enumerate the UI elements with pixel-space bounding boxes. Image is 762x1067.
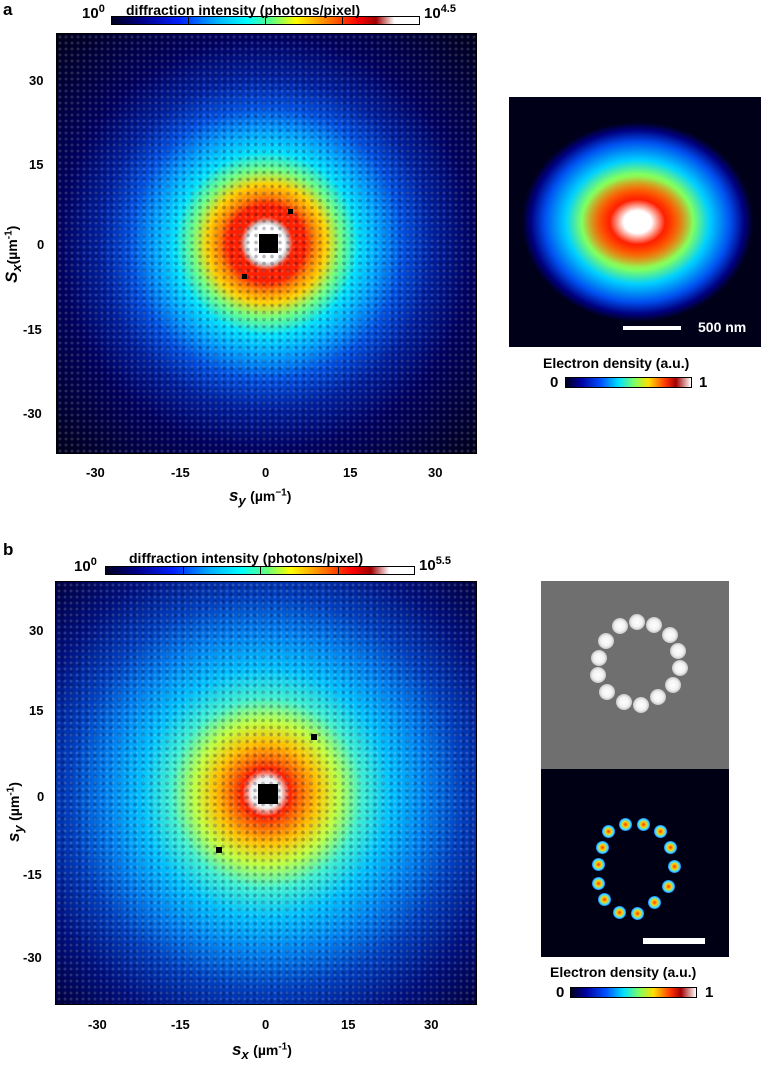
panel-a-y-tick: 0: [37, 237, 45, 252]
panel-a-diffraction-pattern: [56, 33, 477, 454]
panel-b-density-colorbar-max: 1: [705, 984, 714, 1001]
panel-b-reconstruction-image: [541, 769, 729, 957]
panel-b-y-tick: 15: [29, 703, 44, 718]
panel-a-density-colorbar-max: 1: [699, 374, 708, 391]
panel-b-beamstop: [258, 784, 278, 804]
panel-b-y-tick: -30: [23, 950, 42, 965]
panel-a-y-tick: -15: [23, 322, 42, 337]
panel-a-reconstruction-image: 500 nm: [509, 97, 761, 347]
panel-a-x-tick: -15: [171, 465, 190, 480]
panel-b-colorbar-min: 100: [74, 556, 97, 575]
panel-b-colorbar-label: diffraction intensity (photons/pixel): [129, 550, 364, 566]
panel-a-density-colorbar: [565, 377, 692, 388]
panel-b-density-colorbar-min: 0: [556, 984, 565, 1001]
panel-a-y-tick: -30: [23, 406, 42, 421]
panel-b-colorbar-max: 105.5: [419, 555, 451, 574]
panel-a-x-tick: -30: [86, 465, 105, 480]
panel-b-density-colorbar: [570, 987, 697, 998]
panel-b-x-tick: 15: [341, 1017, 356, 1032]
panel-a-colorbar-min: 100: [82, 3, 105, 22]
panel-a-x-axis-title: sy (µm−1): [229, 486, 292, 508]
panel-a-scale-bar-label: 500 nm: [698, 319, 747, 335]
panel-a-x-tick: 30: [428, 465, 443, 480]
panel-b-x-tick: 0: [262, 1017, 270, 1032]
panel-b-x-tick: -15: [171, 1017, 190, 1032]
panel-b-model-image: [541, 581, 729, 769]
panel-a-colorbar-label: diffraction intensity (photons/pixel): [126, 2, 361, 18]
panel-b-label: b: [3, 540, 14, 559]
panel-a-x-tick: 15: [343, 465, 358, 480]
panel-b-y-tick: 0: [37, 789, 45, 804]
panel-a-beamstop: [259, 234, 278, 253]
panel-a-density-colorbar-label: Electron density (a.u.): [543, 355, 690, 371]
panel-a-label: a: [3, 0, 13, 19]
panel-a-y-axis-title: Sx(µm-1): [2, 225, 24, 283]
panel-b-scale-bar: [643, 938, 705, 944]
panel-b-y-axis-title: sy (µm-1): [4, 782, 26, 842]
panel-b-intensity-colorbar: [105, 566, 415, 575]
panel-b-density-colorbar-label: Electron density (a.u.): [550, 964, 697, 980]
panel-b-x-axis-title: sx (µm-1): [232, 1040, 292, 1062]
panel-a-x-tick: 0: [262, 465, 270, 480]
panel-a-scale-bar: [623, 326, 681, 330]
panel-b-x-tick: -30: [88, 1017, 107, 1032]
panel-a-density-colorbar-min: 0: [550, 374, 559, 391]
panel-b-y-tick: 30: [29, 623, 44, 638]
panel-a-intensity-colorbar: [111, 16, 420, 25]
panel-a-y-tick: 15: [29, 157, 44, 172]
panel-a-y-tick: 30: [29, 73, 44, 88]
panel-b-y-tick: -15: [23, 867, 42, 882]
panel-b-diffraction-pattern: [55, 581, 477, 1005]
panel-b-x-tick: 30: [424, 1017, 439, 1032]
panel-a-colorbar-max: 104.5: [424, 3, 456, 22]
